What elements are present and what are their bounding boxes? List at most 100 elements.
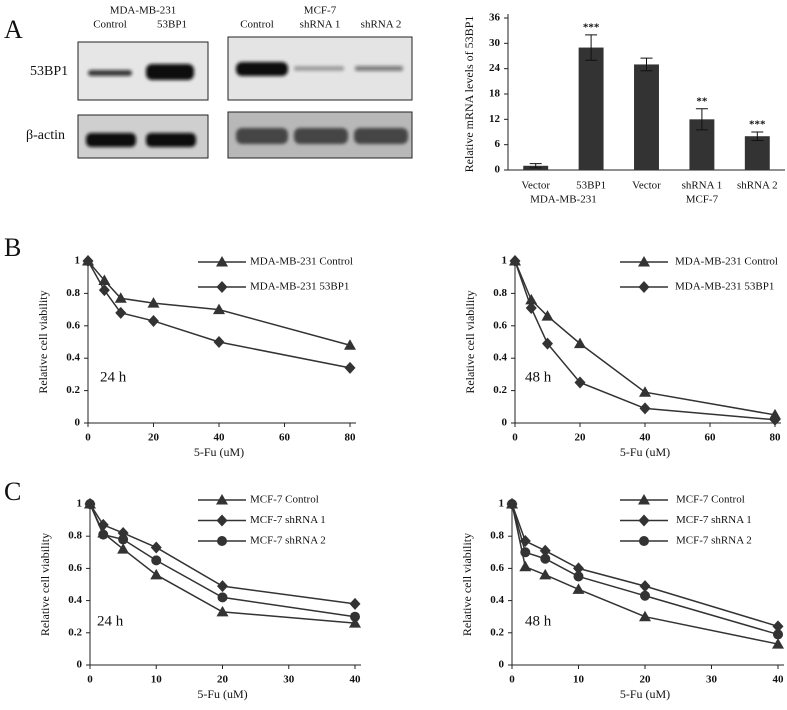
y-axis-label: Relative mRNA levels of 53BP1 <box>462 16 476 173</box>
blot-lane: Control <box>240 19 274 31</box>
y-tick-label: 0.8 <box>490 530 504 542</box>
error-bar <box>695 108 708 131</box>
point <box>639 386 651 397</box>
x-tick-label: 0 <box>509 674 515 686</box>
y-tick-label: 0.2 <box>493 384 507 396</box>
y-tick-label: 0 <box>77 659 83 671</box>
point <box>573 571 584 582</box>
point <box>217 592 228 603</box>
point <box>525 301 537 314</box>
legend-label: MCF-7 shRNA 2 <box>676 535 752 547</box>
legend-marker <box>217 536 227 546</box>
point <box>147 297 160 308</box>
point <box>216 605 229 617</box>
legend-label: MCF-7 Control <box>676 494 745 506</box>
x-tick-label: 20 <box>148 432 160 444</box>
y-tick-label: 0.4 <box>493 352 507 364</box>
x-tick-label: 53BP1 <box>576 180 606 192</box>
point <box>772 620 784 633</box>
y-tick-label: 24 <box>489 62 501 74</box>
blot-lane: shRNA 2 <box>361 19 402 31</box>
line <box>511 503 779 628</box>
legend-marker <box>216 281 228 293</box>
point <box>349 617 361 628</box>
x-tick-label: 30 <box>706 674 718 686</box>
line <box>89 503 356 618</box>
legend-label: MCF-7 shRNA 1 <box>250 514 326 526</box>
y-tick-label: 0.2 <box>490 626 504 638</box>
point <box>115 306 127 319</box>
point <box>150 568 163 580</box>
y-tick-label: 0.6 <box>490 562 504 574</box>
group-label: MDA-MB-231 <box>530 194 597 206</box>
blot-row: β-actin <box>26 128 65 143</box>
annotation: 24 h <box>97 613 124 629</box>
point <box>773 629 783 640</box>
point <box>574 337 586 349</box>
y-tick-label: 1 <box>502 255 508 267</box>
y-tick-label: 6 <box>495 138 501 150</box>
point <box>98 284 110 297</box>
y-tick-label: 1 <box>75 255 81 267</box>
bar <box>744 136 770 170</box>
group-label: MCF-7 <box>686 194 719 206</box>
point <box>542 337 553 350</box>
panel-label: B <box>4 233 21 262</box>
legend-label: MDA-MB-231 53BP1 <box>675 281 774 293</box>
point <box>98 274 111 285</box>
blot <box>77 36 413 159</box>
y-tick-label: 1 <box>77 498 83 510</box>
legend-marker <box>216 256 228 267</box>
y-tick-label: 36 <box>489 12 501 24</box>
y-axis-label: Relative cell viability <box>38 533 52 636</box>
y-tick-label: 0.2 <box>66 384 80 396</box>
line <box>511 503 779 636</box>
legend-label: MDA-MB-231 Control <box>250 256 353 268</box>
point <box>520 547 531 558</box>
error-bar <box>529 163 542 169</box>
blot-lane: shRNA 1 <box>300 19 341 31</box>
point <box>507 499 517 509</box>
x-axis-label: 5-Fu (uM) <box>197 687 247 701</box>
line <box>514 260 776 416</box>
y-tick-label: 0.4 <box>68 594 82 606</box>
point <box>148 314 159 327</box>
y-axis-label: Relative cell viability <box>460 533 474 636</box>
y-tick-label: 0.8 <box>68 530 82 542</box>
point <box>572 583 585 594</box>
x-tick-label: 10 <box>573 674 585 686</box>
y-tick-label: 0 <box>495 164 501 176</box>
point <box>769 413 781 426</box>
point <box>98 529 109 540</box>
point <box>85 499 95 509</box>
line <box>87 260 351 346</box>
point <box>640 590 650 601</box>
error-bar <box>751 131 764 141</box>
y-tick-label: 0.6 <box>68 562 82 574</box>
x-tick-label: 80 <box>770 432 782 444</box>
point <box>519 560 532 572</box>
x-tick-label: 0 <box>85 432 91 444</box>
annotation: 48 h <box>525 369 552 385</box>
point <box>639 610 651 622</box>
x-tick-label: 40 <box>640 432 652 444</box>
annotation: 24 h <box>100 369 127 385</box>
x-tick-label: Vector <box>632 180 661 192</box>
point <box>541 310 554 321</box>
error-bar <box>640 57 653 72</box>
legend-label: MDA-MB-231 Control <box>675 256 778 268</box>
point <box>213 336 225 348</box>
legend-marker <box>216 514 228 527</box>
y-tick-label: 0.8 <box>66 287 80 299</box>
point <box>114 292 127 303</box>
x-tick-label: 20 <box>575 432 587 444</box>
x-tick-label: 30 <box>283 674 295 686</box>
x-tick-label: 60 <box>705 432 717 444</box>
y-tick-label: 0.2 <box>68 626 82 638</box>
point <box>151 555 162 566</box>
point <box>574 376 586 389</box>
significance: *** <box>749 119 766 131</box>
x-tick-label: 60 <box>279 432 291 444</box>
point <box>539 544 551 557</box>
